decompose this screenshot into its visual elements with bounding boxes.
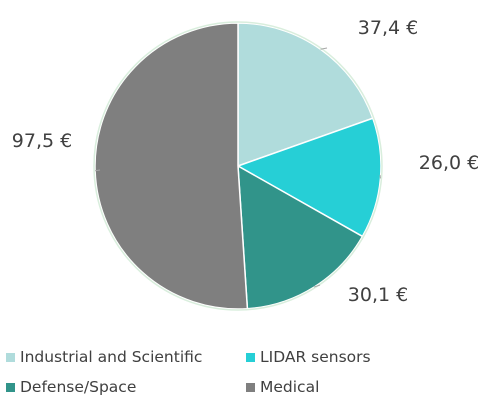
legend-label-defense-space: Defense/Space xyxy=(20,378,137,396)
legend-swatch-lidar-sensors xyxy=(246,352,255,362)
legend-item-industrial-scientific[interactable]: Industrial and Scientific xyxy=(6,348,202,366)
data-label-lidar-sensors: 26,0 € xyxy=(419,152,479,174)
pie-slice-industrial-and-scientific[interactable] xyxy=(237,22,374,168)
pie-slice-medical[interactable] xyxy=(94,22,249,310)
legend-label-medical: Medical xyxy=(260,378,320,396)
leader-line-industrial-and-scientific xyxy=(320,47,328,50)
legend-swatch-industrial-scientific xyxy=(6,352,15,362)
pie-chart: 37,4 € 26,0 € 30,1 € 97,5 € xyxy=(12,17,479,311)
leader-line-medical xyxy=(95,169,101,172)
legend-item-defense-space[interactable]: Defense/Space xyxy=(6,378,136,396)
pie-slice-defense-space[interactable] xyxy=(237,164,364,310)
legend-swatch-medical xyxy=(246,382,255,392)
legend-label-lidar-sensors: LIDAR sensors xyxy=(260,348,371,366)
pie-outline xyxy=(93,21,383,311)
data-label-medical: 97,5 € xyxy=(12,130,72,152)
data-label-industrial-and-scientific: 37,4 € xyxy=(358,17,418,39)
legend-swatch-defense-space xyxy=(6,382,15,392)
legend-item-medical[interactable]: Medical xyxy=(246,378,319,396)
leader-line-defense-space xyxy=(313,284,321,288)
data-label-defense-space: 30,1 € xyxy=(348,284,408,306)
legend-item-lidar-sensors[interactable]: LIDAR sensors xyxy=(246,348,371,366)
legend-label-industrial-scientific: Industrial and Scientific xyxy=(20,348,203,366)
